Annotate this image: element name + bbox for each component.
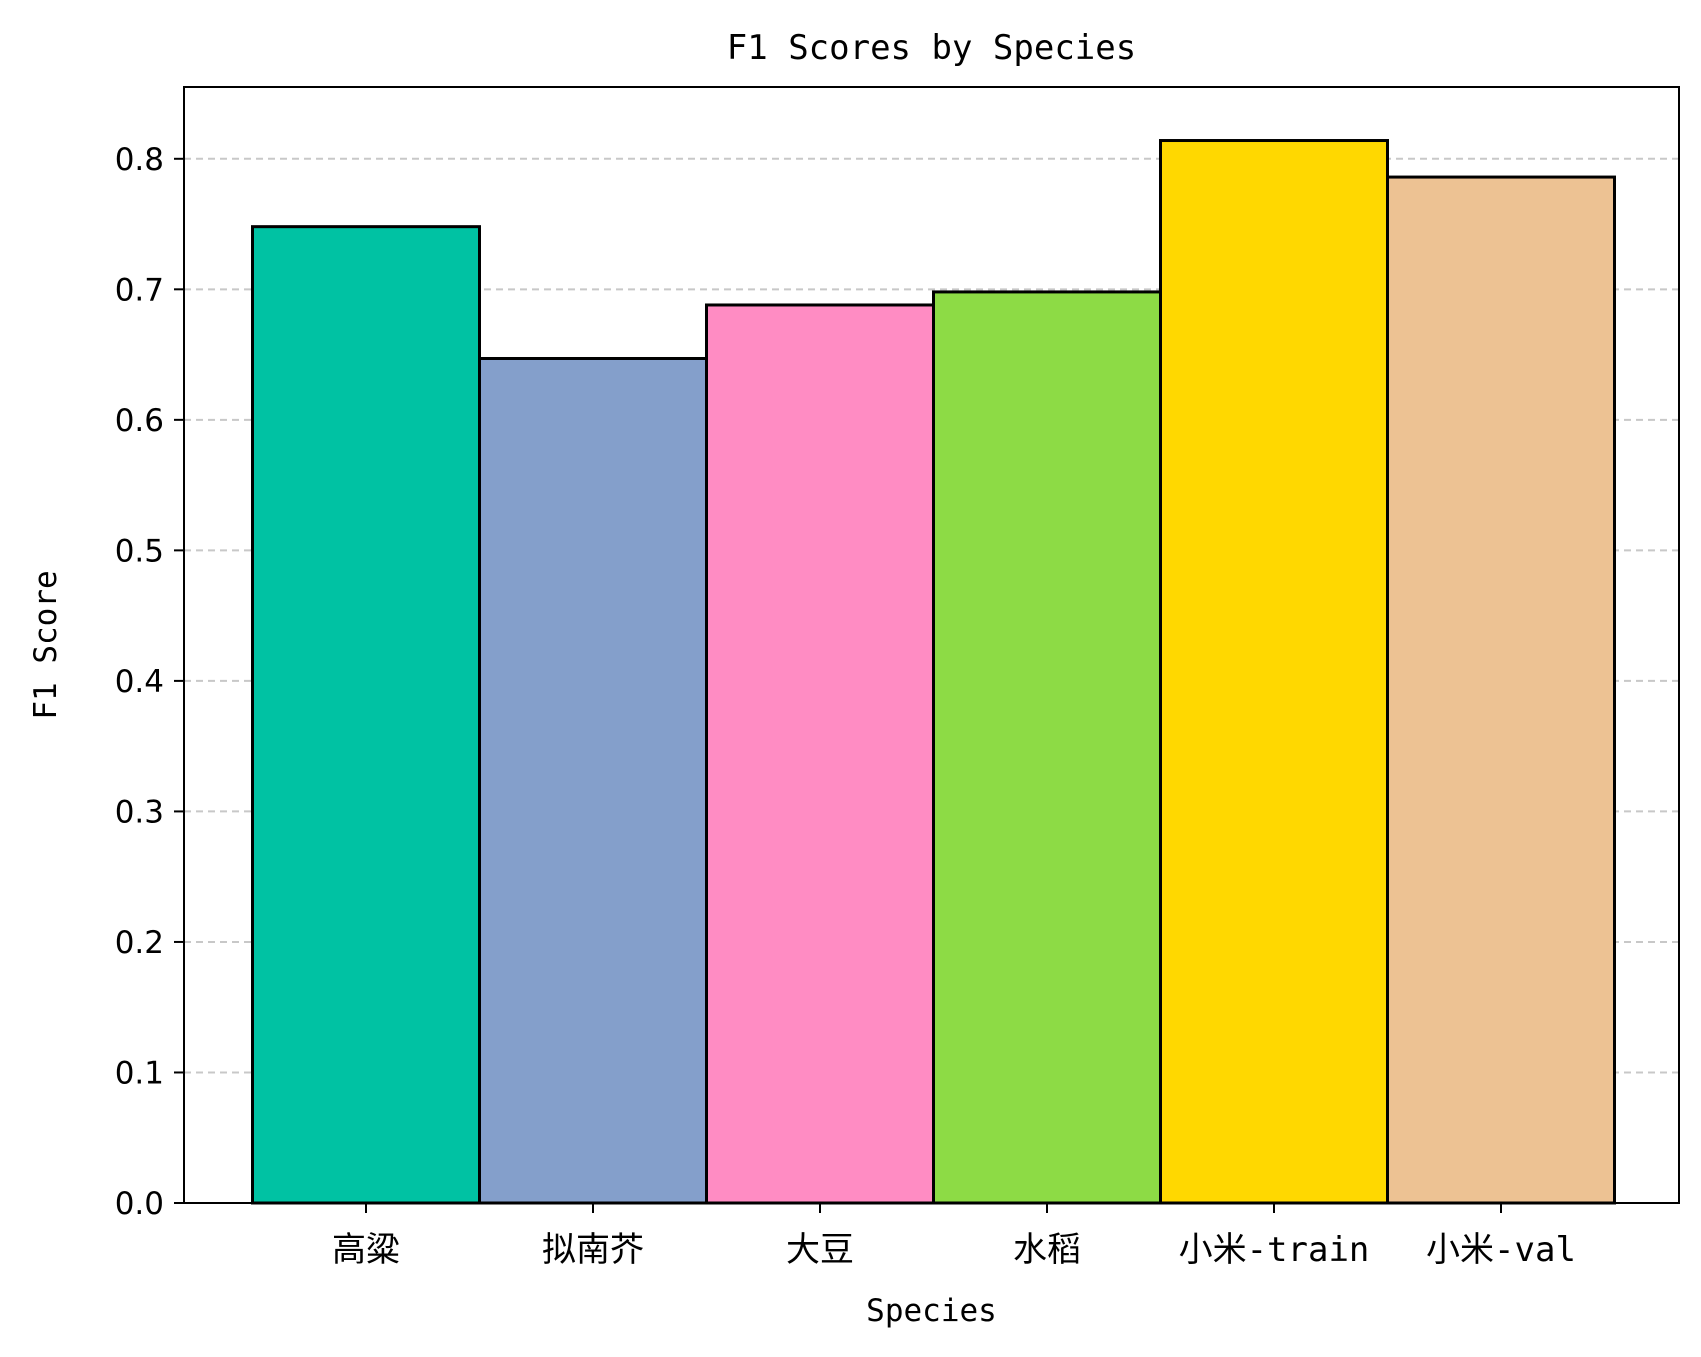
bar <box>478 356 708 1205</box>
y-axis-label: F1 Score <box>28 570 64 719</box>
y-tick-label: 0.7 <box>115 272 164 308</box>
x-tick-label: 小米-train <box>1179 1230 1370 1270</box>
x-tick-label: 拟南芥 <box>542 1230 644 1270</box>
x-tick-label: 大豆 <box>786 1230 854 1270</box>
bar <box>251 225 481 1205</box>
chart-title: F1 Scores by Species <box>727 28 1136 68</box>
bar <box>1159 139 1389 1205</box>
y-tick-label: 0.0 <box>115 1186 164 1222</box>
x-tick-label: 水稻 <box>1013 1230 1081 1270</box>
x-tick-label: 小米-val <box>1426 1230 1576 1270</box>
plot-frame <box>183 86 1680 1204</box>
y-tick-label: 0.2 <box>115 925 164 961</box>
x-axis-label: Species <box>866 1293 997 1329</box>
bars <box>251 139 1616 1205</box>
x-tick-label: 高粱 <box>332 1230 400 1270</box>
bar <box>932 290 1162 1205</box>
bar <box>1386 175 1616 1205</box>
y-tick-label: 0.3 <box>115 794 164 830</box>
bar <box>705 303 935 1205</box>
x-axis-ticks: 高粱 拟南芥 大豆 水稻 小米-train 小米-val <box>332 1203 1576 1270</box>
y-tick-label: 0.1 <box>115 1055 164 1091</box>
y-axis-ticks: 0.0 0.1 0.2 0.3 0.4 0.5 0.6 0.7 0.8 <box>115 142 184 1222</box>
y-tick-label: 0.5 <box>115 533 164 569</box>
y-tick-label: 0.4 <box>115 664 164 700</box>
y-tick-label: 0.8 <box>115 142 164 178</box>
y-tick-label: 0.6 <box>115 403 164 439</box>
